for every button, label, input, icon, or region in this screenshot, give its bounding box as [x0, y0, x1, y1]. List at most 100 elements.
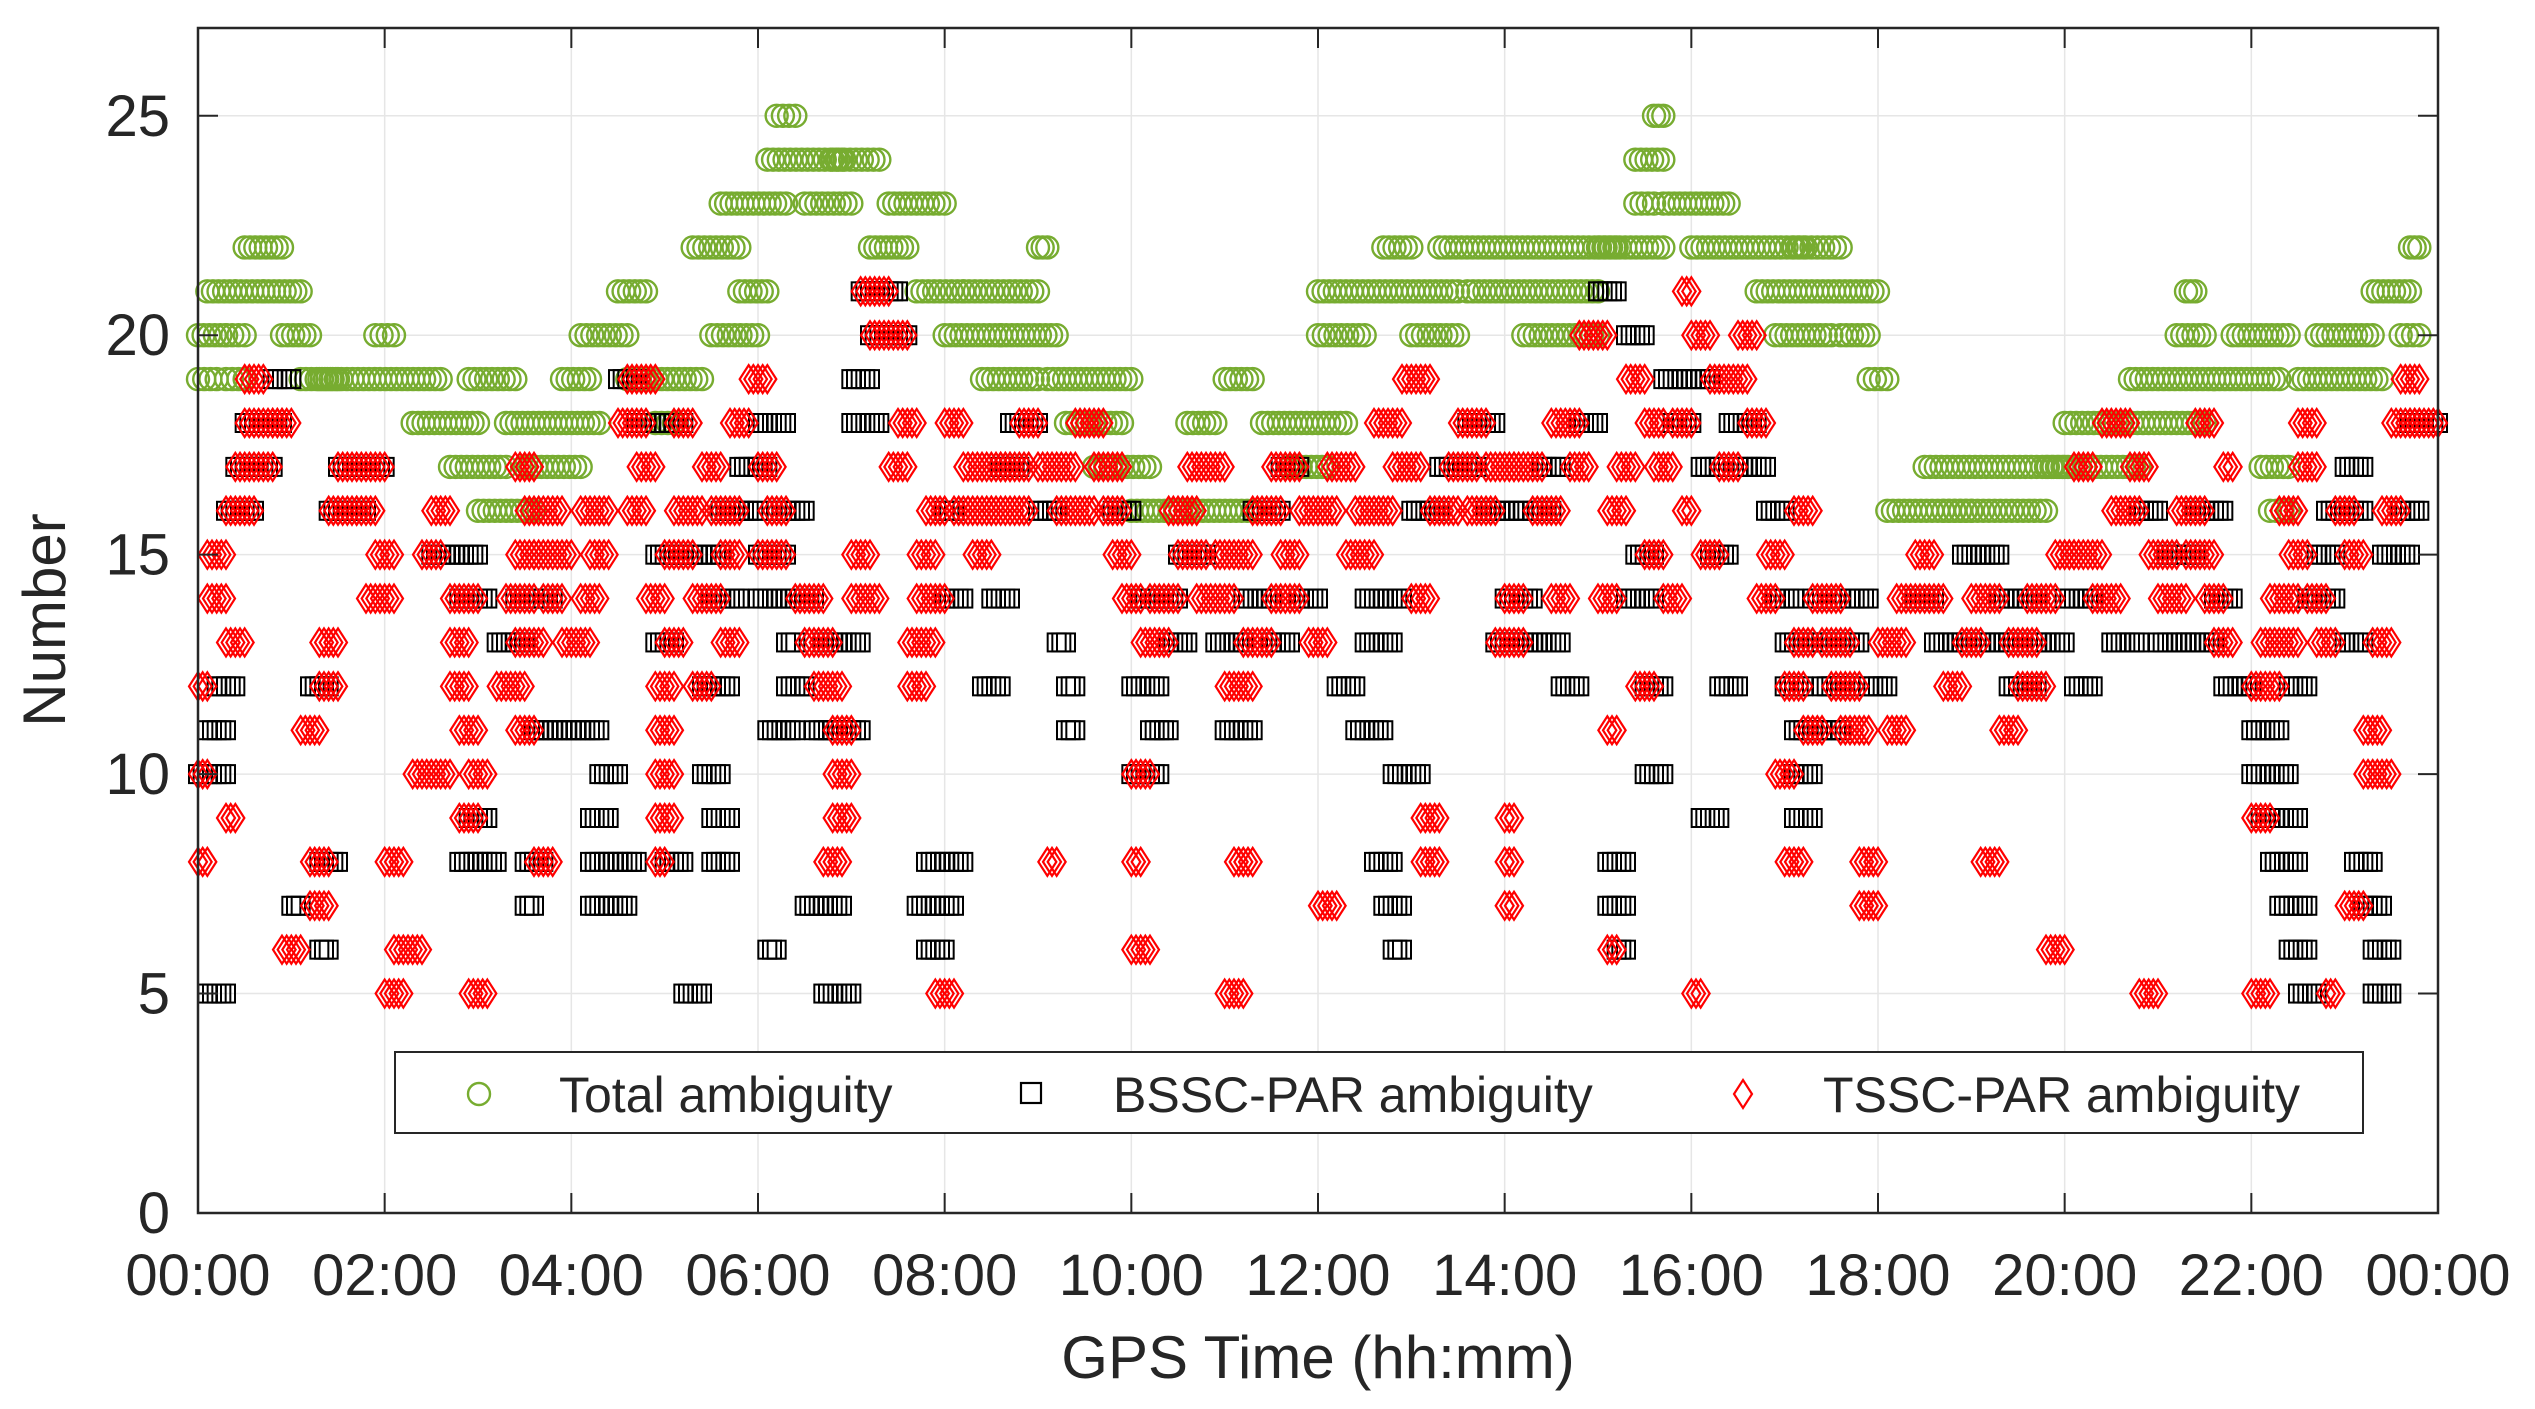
total-ambiguity-marker: [1311, 323, 1337, 348]
tssc-par-ambiguity-marker: [1993, 714, 2015, 747]
tssc-par-ambiguity-marker: [383, 933, 405, 966]
tssc-par-ambiguity-marker: [925, 582, 946, 615]
tssc-par-ambiguity-marker: [248, 450, 269, 483]
tssc-par-ambiguity-marker: [1886, 714, 1907, 747]
tssc-par-ambiguity-marker: [1447, 406, 1469, 440]
tssc-par-ambiguity-marker: [2320, 626, 2341, 659]
tssc-par-ambiguity-marker: [1363, 494, 1385, 527]
tssc-par-ambiguity-marker: [1424, 494, 1445, 527]
tssc-par-ambiguity-marker: [2054, 933, 2075, 966]
total-ambiguity-marker: [465, 410, 491, 436]
tssc-par-ambiguity-marker: [995, 450, 1016, 483]
tssc-par-ambiguity-marker: [523, 538, 545, 571]
tssc-par-ambiguity-marker: [803, 626, 825, 659]
tssc-par-ambiguity-marker: [1527, 450, 1548, 483]
tssc-par-ambiguity-marker: [2283, 626, 2304, 659]
tssc-par-ambiguity-marker: [1671, 494, 1693, 527]
tssc-par-ambiguity-marker: [1564, 406, 1585, 440]
tssc-par-ambiguity-marker: [2189, 406, 2211, 440]
tssc-par-ambiguity-marker: [514, 494, 535, 527]
tssc-par-ambiguity-marker: [682, 538, 703, 571]
tssc-par-ambiguity-marker: [897, 626, 918, 659]
tssc-par-ambiguity-marker: [1242, 494, 1263, 527]
tssc-par-ambiguity-marker: [1835, 626, 1856, 659]
tssc-par-ambiguity-marker: [733, 406, 755, 440]
tssc-par-ambiguity-marker: [2241, 801, 2262, 835]
bssc-par-ambiguity-marker: [1392, 939, 1412, 960]
tssc-par-ambiguity-marker: [239, 363, 260, 396]
tssc-par-ambiguity-marker: [1774, 538, 1795, 571]
tssc-par-ambiguity-marker: [2395, 406, 2416, 440]
total-ambiguity-marker: [661, 410, 687, 436]
tssc-par-ambiguity-marker: [1531, 494, 1553, 527]
tssc-par-ambiguity-marker: [397, 933, 419, 966]
tssc-par-ambiguity-marker: [1881, 714, 1903, 747]
bssc-par-ambiguity-marker: [2269, 720, 2290, 741]
tssc-par-ambiguity-marker: [915, 582, 937, 615]
total-ambiguity-marker: [292, 323, 317, 348]
tssc-par-ambiguity-marker: [2189, 494, 2211, 527]
tssc-par-ambiguity-marker: [1606, 933, 1627, 966]
total-ambiguity-marker: [1641, 191, 1667, 216]
tssc-par-ambiguity-marker: [463, 714, 484, 747]
bssc-par-ambiguity-marker: [1653, 764, 1674, 785]
tssc-par-ambiguity-marker: [850, 538, 871, 571]
bssc-par-ambiguity-marker: [2362, 851, 2383, 872]
total-ambiguity-marker: [815, 191, 841, 216]
tssc-par-ambiguity-marker: [1657, 582, 1679, 615]
tssc-par-ambiguity-marker: [813, 582, 834, 615]
total-ambiguity-marker: [220, 366, 245, 392]
tssc-par-ambiguity-marker: [915, 538, 937, 571]
total-ambiguity-marker: [1705, 191, 1730, 216]
tssc-par-ambiguity-marker: [1531, 450, 1553, 483]
tssc-par-ambiguity-marker: [1186, 538, 1207, 571]
tssc-par-ambiguity-marker: [1769, 758, 1791, 791]
tssc-par-ambiguity-marker: [421, 758, 442, 791]
tssc-par-ambiguity-marker: [1121, 758, 1142, 791]
tssc-par-ambiguity-marker: [2171, 582, 2192, 615]
bssc-par-ambiguity-marker: [1709, 808, 1730, 828]
bssc-par-ambiguity-marker: [1728, 676, 1748, 697]
tssc-par-ambiguity-marker: [663, 714, 685, 747]
total-ambiguity-marker: [1854, 279, 1880, 304]
total-ambiguity-marker: [827, 191, 852, 216]
total-ambiguity-marker: [281, 323, 306, 348]
total-ambiguity-marker: [1787, 235, 1813, 260]
tssc-par-ambiguity-marker: [1027, 450, 1049, 483]
tssc-par-ambiguity-marker: [1139, 933, 1161, 966]
tssc-par-ambiguity-marker: [1849, 845, 1870, 878]
tssc-par-ambiguity-marker: [1237, 670, 1259, 703]
tssc-par-ambiguity-marker: [1550, 494, 1571, 527]
tssc-par-ambiguity-marker: [1629, 670, 1651, 703]
x-tick-label: 12:00: [1245, 1243, 1390, 1308]
tssc-par-ambiguity-marker: [472, 977, 493, 1010]
tssc-par-ambiguity-marker: [2334, 889, 2355, 922]
total-ambiguity-marker: [2022, 498, 2047, 523]
tssc-par-ambiguity-marker: [817, 670, 839, 703]
tssc-par-ambiguity-marker: [215, 801, 237, 835]
tssc-par-ambiguity-marker: [1363, 538, 1385, 571]
tssc-par-ambiguity-marker: [369, 538, 391, 571]
tssc-par-ambiguity-marker: [1233, 845, 1254, 878]
tssc-par-ambiguity-marker: [911, 670, 932, 703]
total-ambiguity-marker: [849, 147, 875, 172]
tssc-par-ambiguity-marker: [1242, 845, 1263, 878]
tssc-par-ambiguity-marker: [1620, 363, 1641, 396]
tssc-par-ambiguity-marker: [2343, 538, 2365, 571]
tssc-par-ambiguity-marker: [551, 538, 573, 571]
tssc-par-ambiguity-marker: [197, 670, 218, 703]
tssc-par-ambiguity-marker: [1513, 626, 1534, 659]
tssc-par-ambiguity-marker: [925, 626, 946, 659]
tssc-par-ambiguity-marker: [957, 494, 979, 527]
tssc-par-ambiguity-marker: [1004, 450, 1025, 483]
tssc-par-ambiguity-marker: [2012, 670, 2033, 703]
tssc-par-ambiguity-marker: [514, 714, 535, 747]
tssc-par-ambiguity-marker: [2287, 582, 2309, 615]
tssc-par-ambiguity-marker: [1191, 582, 1212, 615]
tssc-par-ambiguity-marker: [635, 406, 657, 440]
tssc-par-ambiguity-marker: [1559, 582, 1581, 615]
tssc-par-ambiguity-marker: [444, 670, 465, 703]
total-ambiguity-marker: [2276, 323, 2301, 348]
tssc-par-ambiguity-marker: [1933, 670, 1954, 703]
bssc-par-ambiguity-marker: [2288, 808, 2308, 828]
